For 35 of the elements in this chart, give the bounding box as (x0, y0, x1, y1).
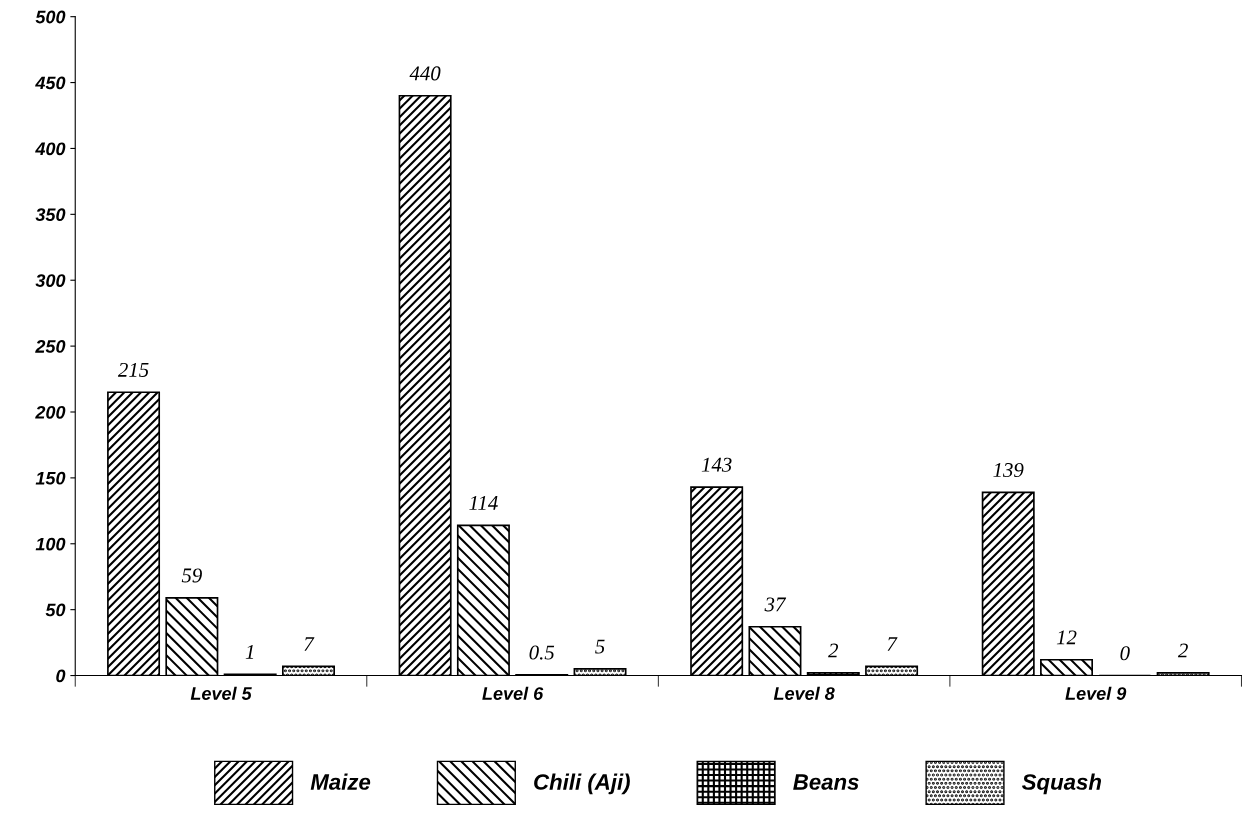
data-label: 114 (469, 496, 498, 510)
y-tick-label: 400 (35, 142, 66, 156)
x-tick-label: Level 9 (1065, 686, 1127, 700)
legend-label: Maize (310, 773, 371, 790)
legend-label: Chili (Aji) (534, 773, 630, 795)
y-tick-label: 300 (35, 274, 66, 287)
data-label: 139 (993, 463, 1024, 478)
data-label: 7 (304, 637, 315, 651)
y-tick-label: 150 (35, 471, 66, 485)
data-label: 143 (701, 457, 732, 472)
data-label: 215 (117, 362, 149, 377)
data-label: 2 (1177, 643, 1188, 658)
y-tick-label: 500 (35, 10, 66, 24)
y-tick-label: 200 (35, 405, 66, 419)
x-tick-label: Level 6 (482, 686, 544, 700)
data-label: 37 (764, 597, 787, 612)
y-tick-label: 0 (56, 669, 66, 683)
data-label: 2 (828, 643, 839, 658)
y-tick-label: 50 (45, 603, 66, 617)
data-label: 0 (1120, 646, 1130, 661)
y-tick-label: 250 (35, 340, 66, 353)
y-tick-label: 100 (35, 537, 66, 551)
data-label: 0.5 (529, 645, 555, 660)
legend-label: Squash (1021, 773, 1102, 795)
data-label: 12 (1056, 630, 1077, 645)
data-label: 1 (245, 644, 254, 659)
y-tick-label: 350 (35, 208, 66, 222)
legend-label: Beans (793, 774, 859, 790)
x-tick-label: Level 8 (773, 686, 835, 700)
data-label: 59 (181, 568, 202, 583)
data-label: 5 (595, 639, 605, 654)
y-tick-label: 450 (35, 76, 66, 90)
x-tick-label: Level 5 (190, 686, 252, 700)
data-label: 7 (887, 637, 898, 651)
data-label: 440 (409, 66, 441, 81)
